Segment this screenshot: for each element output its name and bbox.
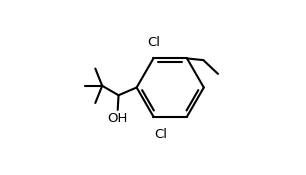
Text: OH: OH: [107, 112, 128, 125]
Text: Cl: Cl: [154, 128, 167, 141]
Text: Cl: Cl: [147, 36, 160, 49]
